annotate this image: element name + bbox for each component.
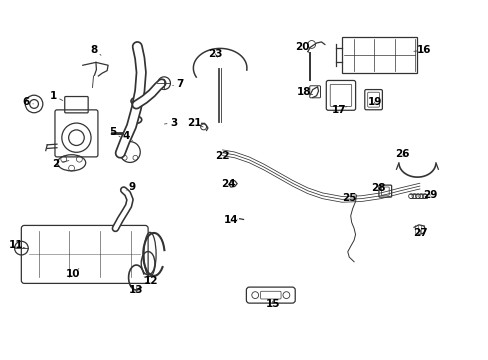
Text: 3: 3: [170, 118, 177, 128]
Text: 10: 10: [66, 269, 80, 279]
Text: 27: 27: [413, 228, 427, 238]
Text: 26: 26: [395, 149, 409, 159]
Text: 21: 21: [187, 118, 202, 128]
Text: 23: 23: [207, 49, 222, 59]
Text: 8: 8: [91, 45, 98, 55]
Text: 14: 14: [223, 215, 238, 225]
Text: 7: 7: [176, 79, 183, 89]
Text: 19: 19: [367, 97, 382, 107]
Text: 28: 28: [370, 183, 385, 193]
Text: 24: 24: [221, 179, 236, 189]
Text: 11: 11: [9, 240, 24, 250]
Text: 5: 5: [109, 127, 116, 137]
Text: 4: 4: [122, 131, 130, 140]
Text: 9: 9: [129, 182, 136, 192]
Text: 12: 12: [143, 276, 158, 286]
Text: 18: 18: [296, 87, 310, 97]
Text: 1: 1: [50, 91, 57, 101]
Text: 15: 15: [265, 299, 280, 309]
Text: 17: 17: [331, 105, 346, 115]
Text: 13: 13: [129, 285, 143, 296]
Text: 16: 16: [416, 45, 430, 55]
Bar: [341, 37, 417, 73]
Text: 6: 6: [22, 97, 30, 107]
Text: 20: 20: [294, 42, 308, 52]
Text: 2: 2: [52, 159, 59, 169]
Text: 25: 25: [341, 193, 356, 203]
Text: 22: 22: [215, 150, 229, 161]
Text: 29: 29: [423, 190, 437, 200]
